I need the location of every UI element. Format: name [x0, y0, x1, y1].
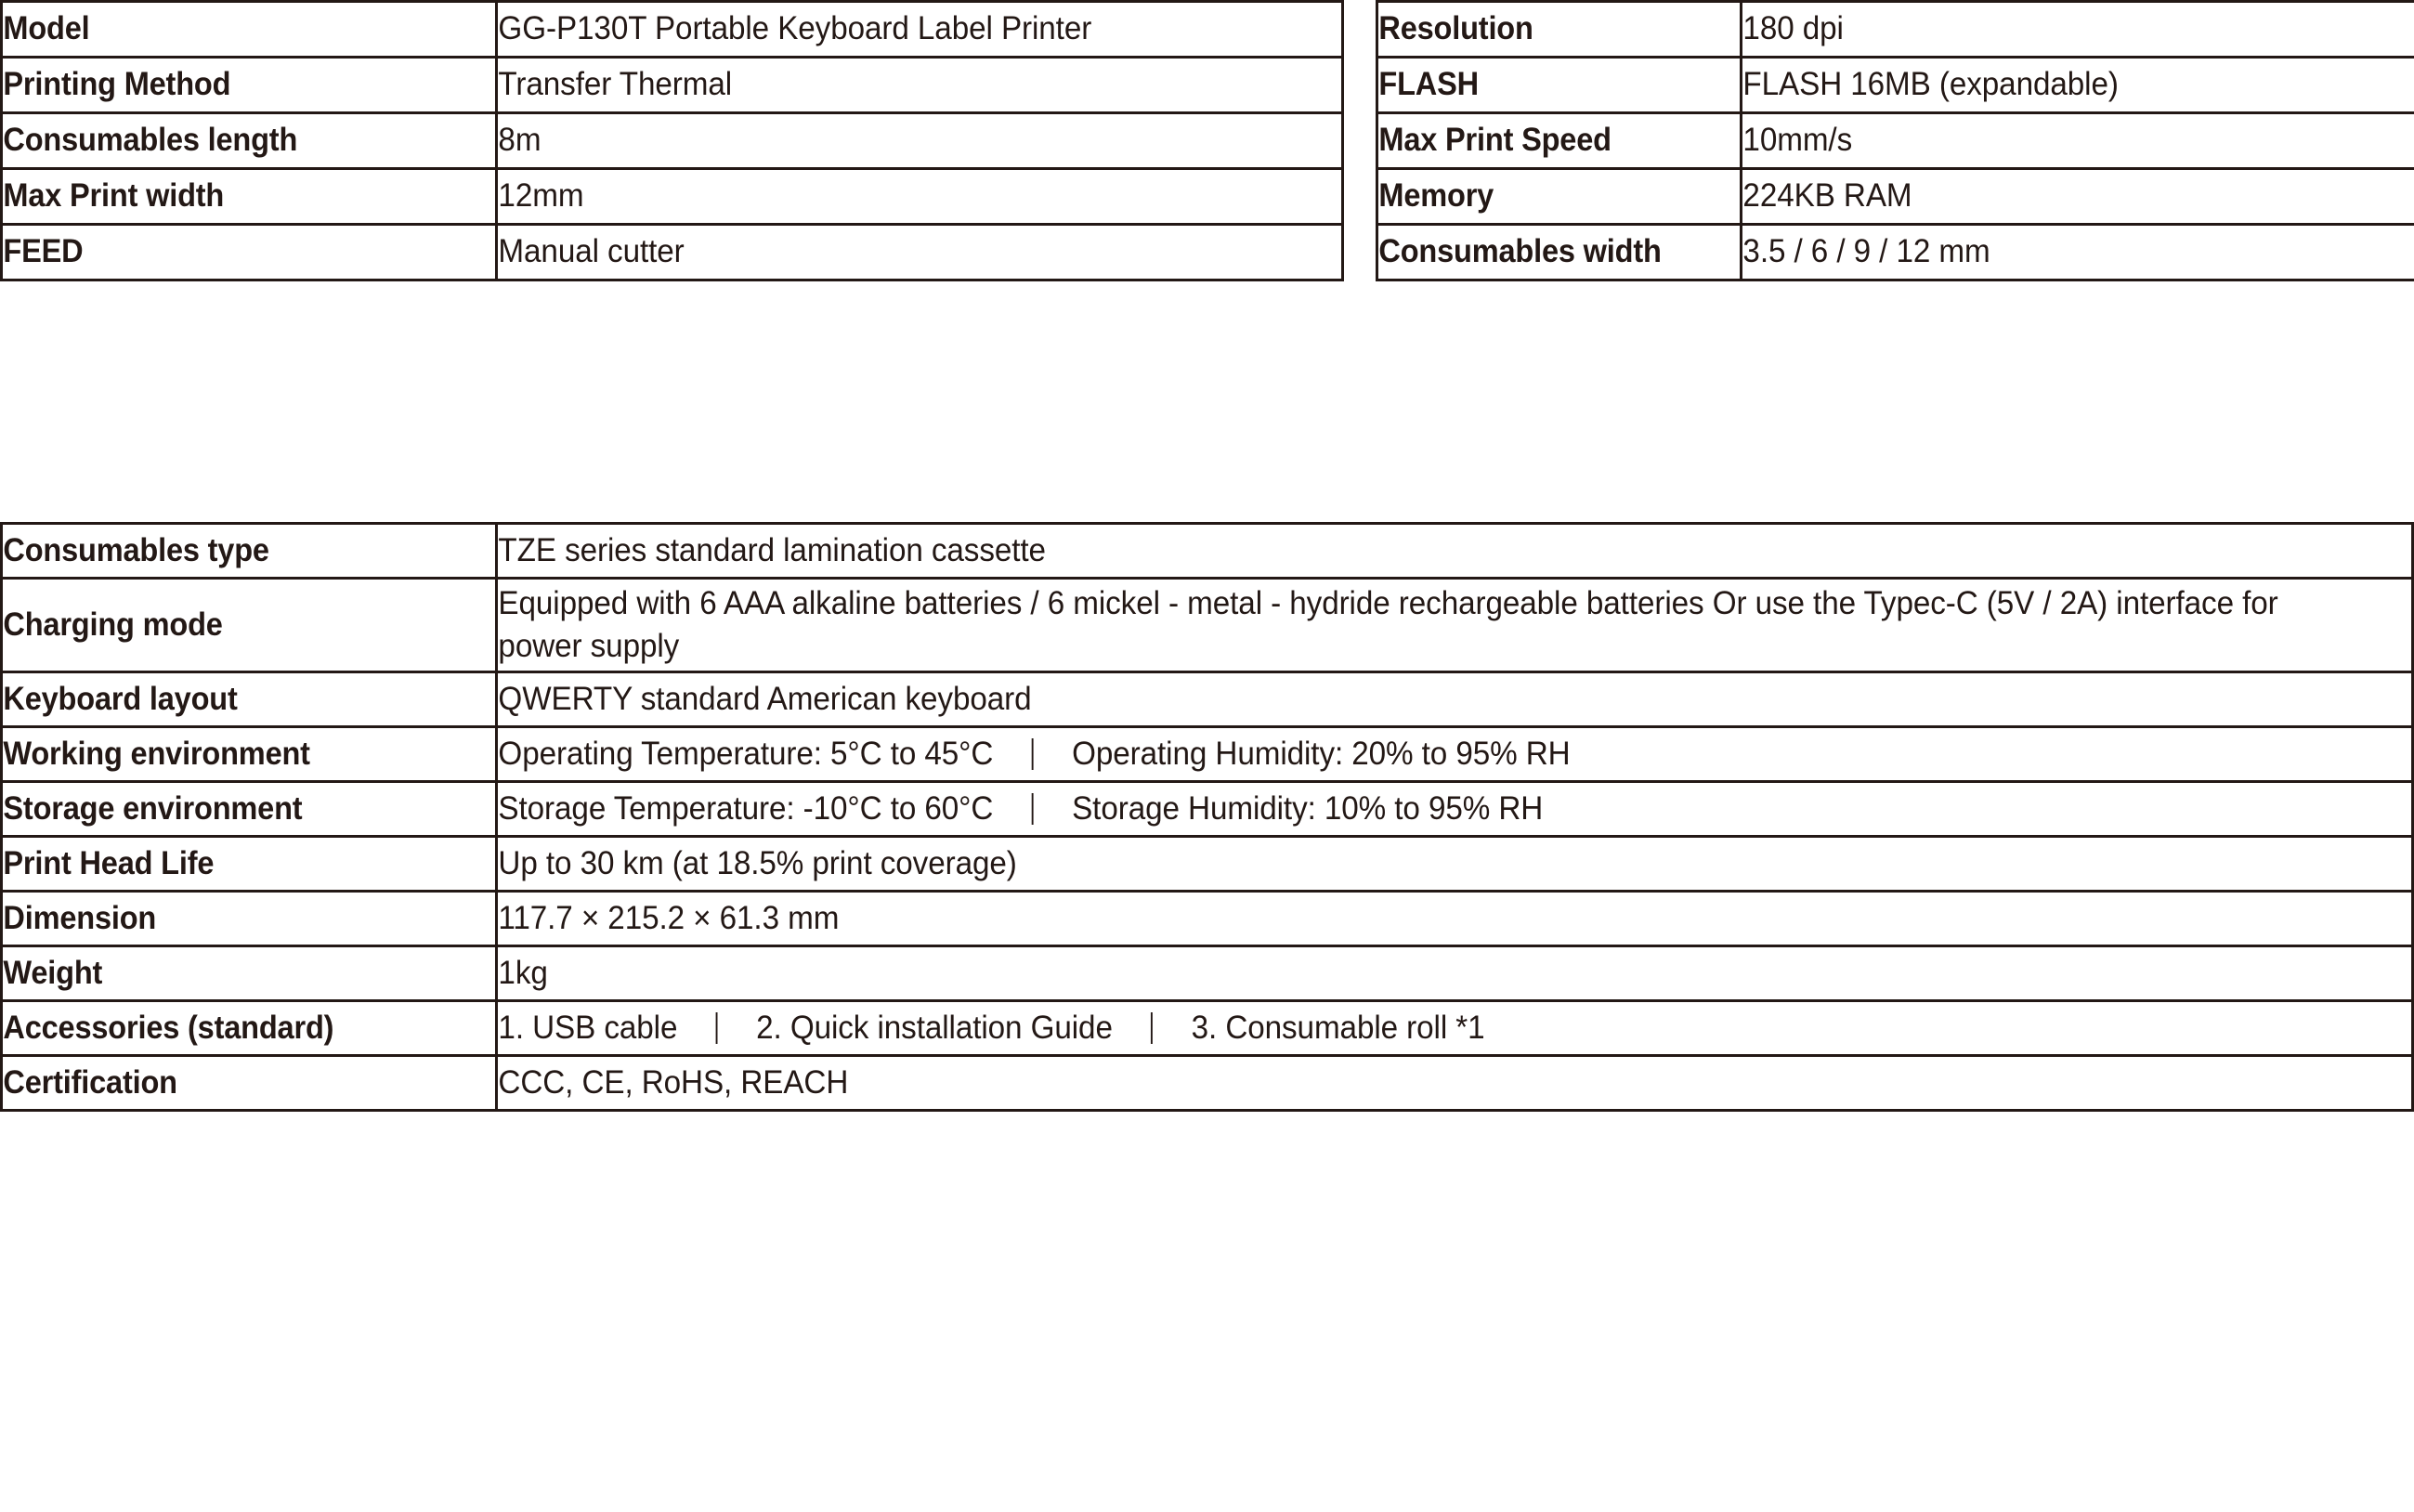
spec-label-keyboard-layout: Keyboard layout — [0, 671, 463, 728]
table-row: Printing Method Transfer Thermal — [0, 56, 1343, 114]
spec-label-max-print-speed: Max Print Speed — [1376, 111, 1717, 170]
spec-label-flash: FLASH — [1376, 56, 1717, 114]
field-separator-icon — [1120, 1007, 1182, 1049]
table-row: Accessories (standard) 1. USB cable 2. Q… — [0, 999, 2413, 1057]
working-env-humidity: Operating Humidity: 20% to 95% RH — [1071, 735, 1571, 772]
spec-value-consumables-type: TZE series standard lamination cassette — [495, 522, 2318, 580]
table-row: Keyboard layout QWERTY standard American… — [0, 671, 2413, 728]
table-row: Working environment Operating Temperatur… — [0, 725, 2413, 783]
table-row: Model GG-P130T Portable Keyboard Label P… — [0, 0, 1343, 59]
spec-value-consumables-width: 3.5 / 6 / 9 / 12 mm — [1740, 223, 2386, 281]
spec-value-resolution: 180 dpi — [1740, 0, 2386, 59]
spec-label-charging-mode: Charging mode — [0, 577, 463, 673]
spec-value-storage-environment: Storage Temperature: -10°C to 60°C Stora… — [495, 780, 2318, 838]
spec-value-memory: 224KB RAM — [1740, 167, 2386, 226]
table-row: Max Print width 12mm — [0, 167, 1343, 226]
spec-value-print-head-life: Up to 30 km (at 18.5% print coverage) — [495, 835, 2318, 893]
table-row: Memory 224KB RAM — [1376, 167, 2414, 226]
spec-label-weight: Weight — [0, 945, 463, 1002]
storage-env-temperature: Storage Temperature: -10°C to 60°C — [497, 789, 993, 827]
spec-label-printing-method: Printing Method — [0, 56, 463, 114]
table-row: Certification CCC, CE, RoHS, REACH — [0, 1054, 2413, 1112]
field-separator-icon — [1001, 788, 1063, 830]
spec-value-printing-method: Transfer Thermal — [495, 56, 1302, 114]
spec-value-weight: 1kg — [495, 945, 2318, 1002]
spec-value-charging-mode: Equipped with 6 AAA alkaline batteries /… — [495, 577, 2318, 673]
spec-value-certification: CCC, CE, RoHS, REACH — [495, 1054, 2318, 1112]
storage-env-humidity: Storage Humidity: 10% to 95% RH — [1071, 789, 1543, 827]
table-row: FEED Manual cutter — [0, 223, 1343, 281]
spec-label-consumables-length: Consumables length — [0, 111, 463, 170]
table-row: Charging mode Equipped with 6 AAA alkali… — [0, 577, 2413, 673]
spec-label-resolution: Resolution — [1376, 0, 1717, 59]
spec-label-consumables-width: Consumables width — [1376, 223, 1717, 281]
table-row: Consumables width 3.5 / 6 / 9 / 12 mm — [1376, 223, 2414, 281]
spec-label-accessories: Accessories (standard) — [0, 999, 463, 1057]
spec-value-dimension: 117.7 × 215.2 × 61.3 mm — [495, 890, 2318, 947]
spec-value-model: GG-P130T Portable Keyboard Label Printer — [495, 0, 1302, 59]
table-row: Dimension 117.7 × 215.2 × 61.3 mm — [0, 890, 2413, 947]
spec-value-max-print-width: 12mm — [495, 167, 1302, 226]
spec-value-keyboard-layout: QWERTY standard American keyboard — [495, 671, 2318, 728]
spec-value-working-environment: Operating Temperature: 5°C to 45°C Opera… — [495, 725, 2318, 783]
table-row: Print Head Life Up to 30 km (at 18.5% pr… — [0, 835, 2413, 893]
spec-label-feed: FEED — [0, 223, 463, 281]
spec-value-feed: Manual cutter — [495, 223, 1302, 281]
field-separator-icon — [1001, 733, 1063, 776]
spec-label-dimension: Dimension — [0, 890, 463, 947]
table-row: Resolution 180 dpi — [1376, 0, 2414, 59]
spec-table-bottom: Consumables type TZE series standard lam… — [0, 522, 2414, 1112]
table-row: Consumables type TZE series standard lam… — [0, 522, 2413, 580]
spec-label-memory: Memory — [1376, 167, 1717, 226]
top-tables-zone: Model GG-P130T Portable Keyboard Label P… — [0, 0, 2414, 281]
spec-label-max-print-width: Max Print width — [0, 167, 463, 226]
table-row: FLASH FLASH 16MB (expandable) — [1376, 56, 2414, 114]
accessory-item-3: 3. Consumable roll *1 — [1191, 1009, 1485, 1046]
spec-label-storage-environment: Storage environment — [0, 780, 463, 838]
working-env-temperature: Operating Temperature: 5°C to 45°C — [497, 735, 993, 772]
table-row: Storage environment Storage Temperature:… — [0, 780, 2413, 838]
spec-table-top-left: Model GG-P130T Portable Keyboard Label P… — [0, 0, 1344, 281]
spec-value-max-print-speed: 10mm/s — [1740, 111, 2386, 170]
spec-label-print-head-life: Print Head Life — [0, 835, 463, 893]
field-separator-icon — [685, 1007, 747, 1049]
spec-value-flash: FLASH 16MB (expandable) — [1740, 56, 2386, 114]
spec-value-accessories: 1. USB cable 2. Quick installation Guide… — [495, 999, 2318, 1057]
table-row: Weight 1kg — [0, 945, 2413, 1002]
accessory-item-1: 1. USB cable — [497, 1009, 677, 1046]
spec-label-certification: Certification — [0, 1054, 463, 1112]
bottom-table-zone: Consumables type TZE series standard lam… — [0, 522, 2414, 1112]
spec-label-consumables-type: Consumables type — [0, 522, 463, 580]
spec-label-working-environment: Working environment — [0, 725, 463, 783]
table-row: Max Print Speed 10mm/s — [1376, 111, 2414, 170]
accessory-item-2: 2. Quick installation Guide — [755, 1009, 1113, 1046]
table-row: Consumables length 8m — [0, 111, 1343, 170]
spec-value-consumables-length: 8m — [495, 111, 1302, 170]
spec-table-top-right: Resolution 180 dpi FLASH FLASH 16MB (exp… — [1376, 0, 2414, 281]
spec-label-model: Model — [0, 0, 463, 59]
